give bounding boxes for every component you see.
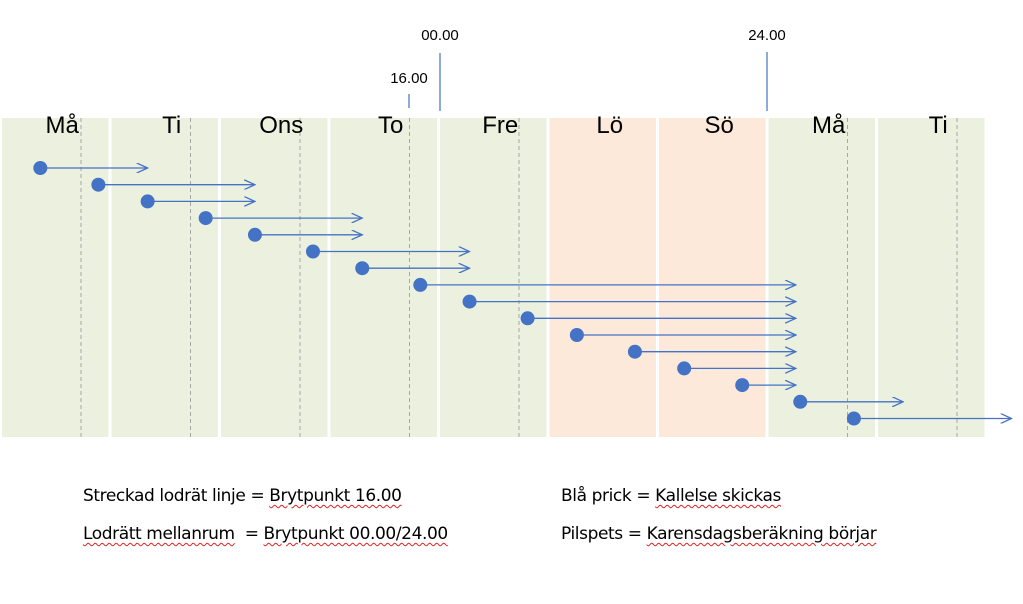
breakpoint-2400-label: 24.00 <box>748 27 786 44</box>
day-column-8 <box>878 118 985 437</box>
day-label: To <box>378 112 403 139</box>
day-label: Ti <box>929 112 948 139</box>
event-dot <box>140 194 155 209</box>
legend-dashed-line: Streckad lodrät linje = Brytpunkt 16.00 <box>83 486 402 506</box>
event-dot <box>305 244 320 259</box>
event-dot <box>677 361 692 376</box>
event-dot <box>627 344 642 359</box>
legend-arrow-eq: = <box>622 524 647 544</box>
day-labels: Må Ti Ons To Fre Lö Sö Må Ti <box>46 112 948 139</box>
event-dot <box>247 227 262 242</box>
legend-arrowhead: Pilspets = Karensdagsberäkning börjar <box>561 524 877 544</box>
legend-gap-value: Brytpunkt 00.00/24.00 <box>263 524 449 544</box>
time-markers: 16.00 00.00 24.00 <box>390 27 786 111</box>
day-column-0 <box>2 118 109 437</box>
event-dot <box>33 161 48 175</box>
legend-arrow-key: Pilspets <box>561 524 623 544</box>
legend-dashed-value: Brytpunkt 16.00 <box>269 486 402 506</box>
event-dot <box>198 211 213 226</box>
legend-dashed-eq: = <box>245 486 270 506</box>
day-columns <box>2 118 985 437</box>
event-dot <box>91 177 106 192</box>
breakpoint-1600-label: 16.00 <box>390 70 428 87</box>
event-dot <box>413 277 428 292</box>
day-column-2 <box>221 118 328 437</box>
day-label: Ti <box>162 112 181 139</box>
day-column-1 <box>111 118 218 437</box>
event-dot <box>462 294 477 309</box>
event-dot <box>520 311 535 326</box>
legend-arrow-value: Karensdagsberäkning börjar <box>646 524 877 544</box>
day-column-7 <box>768 118 875 437</box>
day-column-4 <box>440 118 547 437</box>
day-column-6 <box>659 118 766 437</box>
legend-dashed-key: Streckad lodrät linje <box>83 486 246 506</box>
legend-dot-eq: = <box>631 486 656 506</box>
legend-vertical-gap: Lodrätt mellanrum = Brytpunkt 00.00/24.0… <box>83 524 448 544</box>
day-column-3 <box>330 118 437 437</box>
legend-dot-value: Kallelse skickas <box>655 486 781 506</box>
legend-gap-key: Lodrätt mellanrum <box>83 524 235 544</box>
event-arrows <box>33 161 1011 426</box>
day-label: Lö <box>596 112 623 139</box>
day-label: Fre <box>482 112 518 139</box>
breakpoint-0000-label: 00.00 <box>421 27 459 44</box>
legend-gap-eq: = <box>234 524 264 544</box>
event-dot <box>355 261 370 276</box>
day-label: Må <box>812 112 846 139</box>
day-label: Ons <box>259 112 303 139</box>
legend-dot-key: Blå prick <box>561 486 632 506</box>
event-dot <box>793 394 808 409</box>
legend-blue-dot: Blå prick = Kallelse skickas <box>561 486 781 506</box>
event-dot <box>569 328 584 342</box>
day-label: Må <box>46 112 80 139</box>
day-label: Sö <box>705 112 734 139</box>
day-column-5 <box>549 118 656 437</box>
event-dot <box>735 378 750 393</box>
event-dot <box>846 411 861 426</box>
